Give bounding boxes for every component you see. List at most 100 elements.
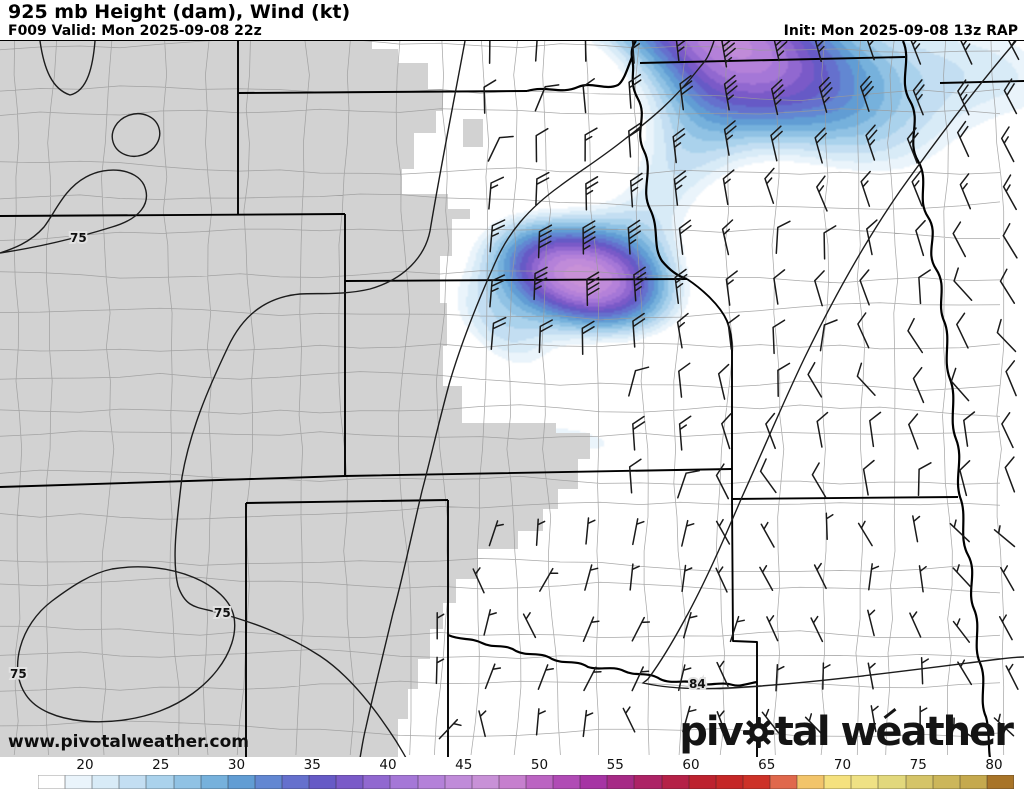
- wind-barb: [907, 317, 924, 354]
- colorbar-cell: [553, 775, 581, 789]
- wind-barb: [715, 566, 728, 593]
- wind-barb: [535, 171, 550, 206]
- wind-barb: [538, 319, 553, 354]
- wind-barb: [537, 664, 554, 690]
- wind-barb: [681, 564, 693, 593]
- pivotal-weather-logo: piv tal weather: [679, 709, 1014, 758]
- wind-barb: [535, 127, 549, 163]
- wind-barb: [622, 706, 636, 733]
- wind-barb: [535, 708, 546, 736]
- colorbar-cell: [525, 775, 554, 789]
- colorbar-cell: [471, 775, 499, 789]
- wind-barb: [677, 664, 692, 692]
- wind-barb: [911, 170, 923, 207]
- wind-barb: [956, 312, 969, 349]
- wind-barb: [765, 412, 776, 450]
- map-overlay: 75 75 75 84: [0, 41, 1024, 758]
- wind-barb: [912, 366, 925, 404]
- wind-barb: [952, 618, 971, 643]
- wind-barb: [1002, 223, 1018, 259]
- wind-barb: [957, 659, 973, 686]
- wind-barb: [539, 567, 559, 592]
- wind-barb: [996, 318, 1017, 353]
- wind-barb: [773, 269, 786, 305]
- wind-barb: [807, 361, 823, 398]
- colorbar-cell: [227, 775, 255, 789]
- wind-barb: [723, 74, 738, 111]
- colorbar-cell: [498, 775, 526, 789]
- wind-barb: [584, 41, 587, 62]
- wind-barb: [581, 320, 595, 356]
- wind-barb: [631, 666, 650, 692]
- wind-barb: [867, 609, 876, 637]
- wind-speed-colorbar: 20 25 30 35 40 45 50 55 60 65 70 75 80: [0, 757, 1024, 791]
- colorbar-cell: [715, 775, 743, 789]
- wind-barb: [586, 271, 600, 307]
- wind-barb: [727, 314, 740, 350]
- wind-barb: [584, 564, 599, 591]
- wind-barb: [628, 366, 650, 397]
- wind-barb: [811, 462, 827, 498]
- height-contour-label: 75: [10, 667, 27, 681]
- wind-barb: [716, 660, 729, 687]
- wind-barb: [675, 41, 686, 63]
- river-borders: [447, 41, 992, 758]
- wind-barb: [770, 79, 785, 116]
- wind-barb: [537, 224, 553, 259]
- wind-barb: [678, 362, 691, 398]
- wind-barb: [484, 663, 502, 690]
- wind-barb: [1000, 565, 1015, 592]
- wind-barb: [725, 270, 738, 306]
- wind-barb: [959, 460, 971, 497]
- wind-barb: [682, 705, 697, 733]
- colorbar-tick: 45: [455, 757, 473, 773]
- wind-barb: [917, 462, 932, 497]
- wind-barb: [721, 219, 734, 256]
- colorbar-tick: 65: [758, 757, 776, 773]
- forecast-map: 75 75 75 84 www.pivotalweather.com piv tal w…: [0, 40, 1024, 759]
- wind-barb: [483, 609, 497, 636]
- colorbar-tick: 35: [303, 757, 321, 773]
- wind-barb: [584, 127, 598, 162]
- colorbar-cell: [851, 775, 879, 789]
- wind-barb: [760, 521, 775, 548]
- colorbar-cell: [200, 775, 228, 789]
- colorbar-cell: [281, 775, 310, 789]
- wind-barb: [918, 565, 927, 593]
- colorbar-tick: 30: [227, 757, 246, 773]
- wind-barb: [910, 41, 922, 65]
- colorbar-cell: [580, 775, 608, 789]
- wind-barb: [436, 611, 445, 640]
- colorbar-cell: [959, 775, 987, 789]
- wind-barb: [679, 74, 694, 111]
- colorbar-cell: [769, 775, 798, 789]
- wind-barb: [963, 411, 976, 447]
- wind-barb: [717, 363, 730, 400]
- wind-barb: [633, 266, 647, 302]
- wind-barb: [823, 225, 837, 260]
- colorbar-cell: [905, 775, 933, 789]
- wind-barb: [957, 79, 970, 116]
- colorbar-cell: [336, 775, 364, 789]
- colorbar-tick: 40: [379, 757, 397, 773]
- wind-barb: [1003, 78, 1018, 115]
- wind-barb: [906, 127, 919, 164]
- colorbar-cell: [824, 775, 852, 789]
- wind-barb: [860, 170, 871, 207]
- wind-barb: [816, 175, 828, 212]
- wind-barb: [777, 362, 791, 398]
- wind-barb: [627, 219, 641, 255]
- wind-barb: [729, 615, 745, 643]
- wind-barb: [915, 219, 926, 257]
- height-contour-label: 75: [70, 231, 87, 245]
- wind-barb: [825, 512, 834, 541]
- wind-barb: [478, 710, 487, 738]
- wind-barb: [761, 708, 780, 734]
- wind-barb: [678, 219, 692, 255]
- logo-text: tal w: [774, 709, 878, 755]
- wind-barb: [632, 415, 646, 451]
- wind-barb: [912, 79, 925, 116]
- wind-barb: [856, 362, 876, 396]
- wind-barb: [629, 563, 640, 591]
